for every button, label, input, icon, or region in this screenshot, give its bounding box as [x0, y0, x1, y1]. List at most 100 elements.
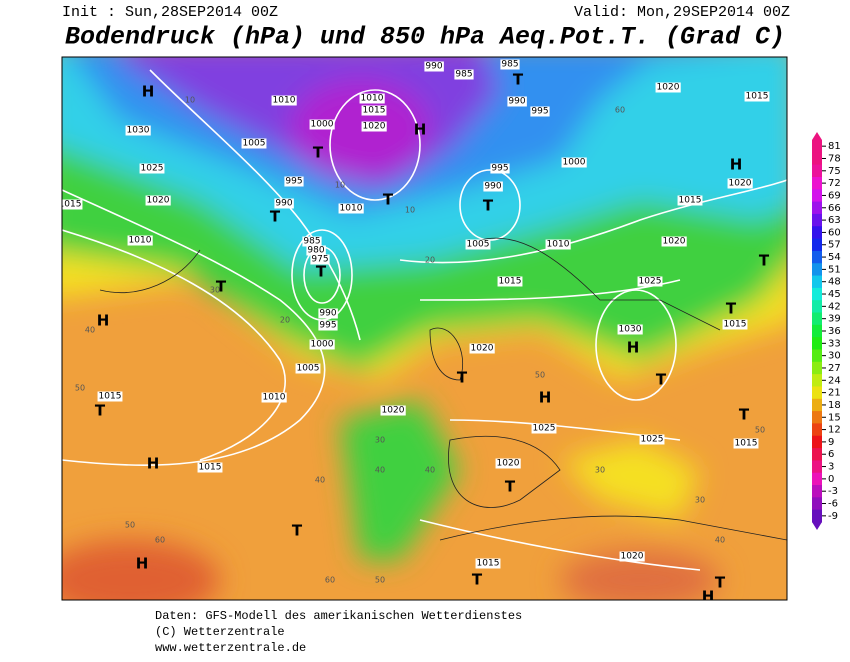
isobar-label-box — [295, 363, 321, 374]
isobar-label-box — [62, 199, 83, 210]
isobar-label-box — [733, 438, 759, 449]
colorbar-swatch — [812, 349, 822, 363]
isobar-label-box — [497, 276, 523, 287]
isotherm-label: 20 — [425, 256, 435, 265]
pressure-center: H — [627, 339, 640, 357]
isobar-label: 1010 — [273, 96, 296, 106]
colorbar-label: 6 — [828, 449, 834, 460]
colorbar-label: 24 — [828, 375, 841, 386]
isobar-label-box — [274, 198, 294, 209]
pressure-center: T — [726, 300, 737, 318]
isobar-label-box — [483, 181, 503, 192]
pressure-center: T — [656, 371, 667, 389]
isobar-label-box — [561, 157, 587, 168]
pressure-center: T — [270, 208, 281, 226]
isobar-label-box — [722, 319, 748, 330]
isobar-label: 1025 — [641, 435, 664, 445]
isobar-label-box — [241, 138, 267, 149]
colorbar-label: 42 — [828, 301, 841, 312]
pressure-center: T — [483, 197, 494, 215]
map-labels: 1030102510201015101010101005995990985980… — [59, 59, 770, 600]
colorbar-label: 39 — [828, 314, 841, 325]
colorbar-swatch — [812, 374, 822, 387]
map-title: Bodendruck (hPa) und 850 hPa Aeq.Pot.T. … — [65, 23, 785, 52]
isobar-label-box — [617, 324, 643, 335]
colorbar-swatch — [812, 312, 822, 326]
isobar-label-box — [677, 195, 703, 206]
isobar-label-box — [661, 236, 687, 247]
isotherm-label: 50 — [375, 576, 385, 585]
isobar-label-box — [361, 105, 387, 116]
colorbar-swatch — [812, 448, 822, 461]
isobar-label-box — [97, 391, 123, 402]
colorbar-swatch — [812, 140, 822, 153]
pressure-center: T — [759, 252, 770, 270]
colorbar-swatch — [812, 423, 822, 437]
pressure-center: H — [730, 156, 743, 174]
colorbar-label: 3 — [828, 462, 834, 473]
isobar-label-box — [545, 239, 571, 250]
isotherm-label: 40 — [315, 476, 325, 485]
pressure-center: T — [715, 574, 726, 592]
isobar-label-box — [318, 308, 338, 319]
isobar-label-box — [197, 462, 223, 473]
pressure-center: T — [513, 71, 524, 89]
colorbar-top — [812, 132, 822, 140]
isobar-label: 995 — [285, 177, 302, 187]
colorbar-swatch — [812, 275, 822, 289]
pressure-center: H — [136, 555, 149, 573]
colorbar-label: 12 — [828, 425, 841, 436]
isobar-label-box — [490, 163, 510, 174]
colorbar-swatch — [812, 164, 822, 178]
colorbar-label: 9 — [828, 437, 834, 448]
isobar-label-box — [507, 96, 527, 107]
isobar-label: 1005 — [297, 364, 320, 374]
isobar-label: 1030 — [619, 325, 642, 335]
colorbar-label: 48 — [828, 277, 841, 288]
isobar-label-box — [475, 558, 501, 569]
pressure-center: T — [313, 144, 324, 162]
isobar-label: 1000 — [563, 158, 586, 168]
isobar-label: 1015 — [746, 92, 769, 102]
footer-line: (C) Wetterzentrale — [155, 625, 285, 639]
isobar-label-box — [145, 195, 171, 206]
isobar-label: 1030 — [127, 126, 150, 136]
isotherm-label: 10 — [335, 181, 345, 190]
isobar-label: 1000 — [311, 120, 334, 130]
isobar-label: 1020 — [471, 344, 494, 354]
isobar-label: 1015 — [99, 392, 122, 402]
isotherm-label: 50 — [535, 371, 545, 380]
isobar-label: 1010 — [129, 236, 152, 246]
isobar-label-box — [530, 106, 550, 117]
isobar-label-box — [469, 343, 495, 354]
isobar-label: 1025 — [533, 424, 556, 434]
colorbar-label: 33 — [828, 338, 841, 349]
isotherm-label: 30 — [375, 436, 385, 445]
isotherm-label: 60 — [615, 106, 625, 115]
isobar-label: 995 — [531, 107, 548, 117]
isobar-label: 990 — [425, 62, 442, 72]
isobar-label: 990 — [484, 182, 501, 192]
colorbar-swatch — [812, 213, 822, 227]
colorbar-label: 78 — [828, 153, 841, 164]
isobar-label-box — [338, 203, 364, 214]
colorbar-label: -6 — [828, 499, 838, 510]
isobar-label: 1020 — [363, 122, 386, 132]
isobar-label: 1015 — [59, 200, 82, 210]
colorbar-label: -3 — [828, 486, 838, 497]
colorbar-label: 81 — [828, 141, 841, 152]
map-field: 1030102510201015101010101005995990985980… — [59, 57, 787, 600]
isotherm-label: 30 — [695, 496, 705, 505]
isotherm-label: 50 — [755, 426, 765, 435]
colorbar-label: 15 — [828, 412, 841, 423]
isobar-label: 1005 — [243, 139, 266, 149]
isobar-label: 1020 — [497, 459, 520, 469]
isobar-label-box — [284, 176, 304, 187]
isotherm-label: 50 — [125, 521, 135, 530]
colorbar-swatch — [812, 361, 822, 375]
isobar-label: 1020 — [147, 196, 170, 206]
colorbar-swatch — [812, 398, 822, 412]
isobar-label: 990 — [319, 309, 336, 319]
isobar-label: 1025 — [141, 164, 164, 174]
